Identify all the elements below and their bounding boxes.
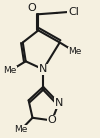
Text: Me: Me bbox=[4, 66, 17, 75]
Text: O: O bbox=[48, 116, 56, 125]
Text: N: N bbox=[55, 98, 63, 108]
Text: Me: Me bbox=[69, 47, 82, 56]
Text: Me: Me bbox=[14, 125, 28, 134]
Text: Cl: Cl bbox=[68, 6, 79, 17]
Text: N: N bbox=[39, 64, 47, 74]
Text: O: O bbox=[27, 2, 36, 13]
